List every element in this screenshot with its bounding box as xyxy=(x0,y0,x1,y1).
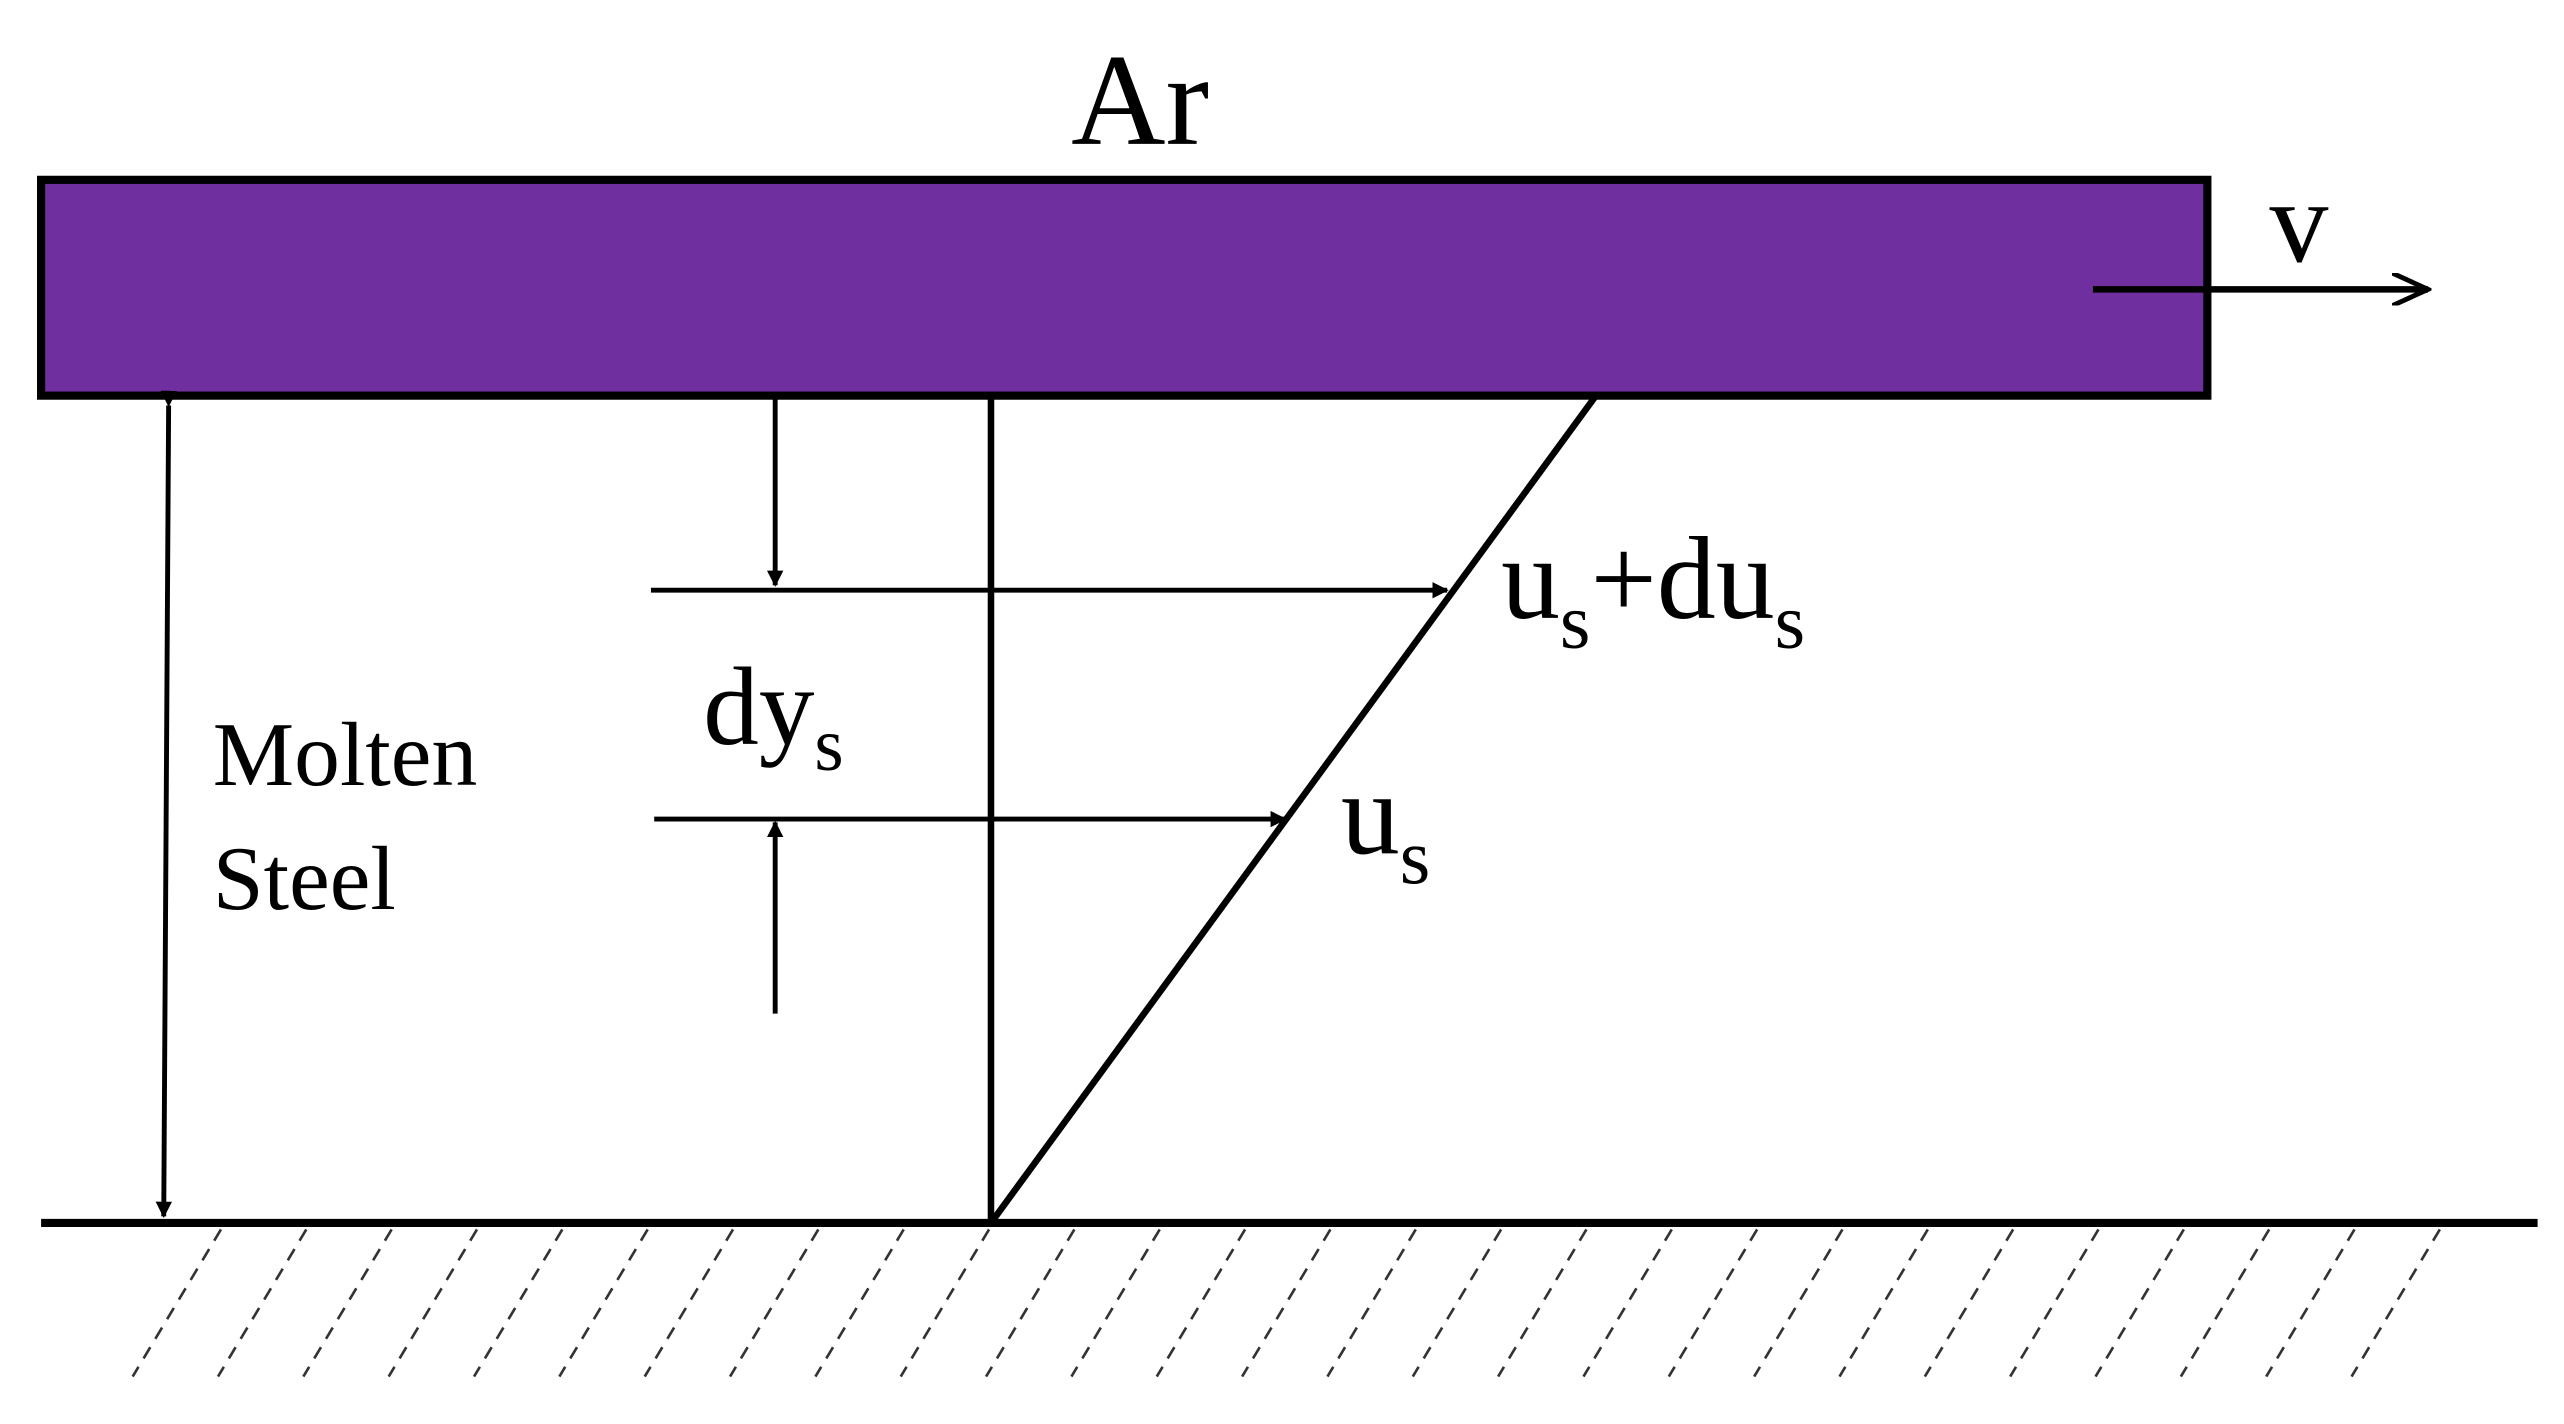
hatch-line xyxy=(1411,1228,1503,1378)
hatch-line xyxy=(2009,1228,2100,1378)
hatch-line xyxy=(302,1228,393,1378)
hatch-line xyxy=(814,1228,905,1378)
hatch-line xyxy=(899,1228,991,1378)
hatch-line xyxy=(2179,1228,2271,1378)
velocity-label: v xyxy=(2269,158,2328,288)
hatch-line xyxy=(1923,1228,2015,1378)
hatch-line xyxy=(1667,1228,1759,1378)
hatch-line xyxy=(643,1228,735,1378)
hatch-line xyxy=(1326,1228,1417,1378)
hatch-line xyxy=(1240,1228,1332,1378)
hatch-line xyxy=(216,1228,308,1378)
hatch-line xyxy=(1497,1228,1588,1378)
hatch-line xyxy=(387,1228,479,1378)
ground-hatching xyxy=(131,1228,2441,1378)
hatch-line xyxy=(2350,1228,2441,1378)
hatch-line xyxy=(131,1228,223,1378)
hatch-line xyxy=(1582,1228,1673,1378)
argon-bar xyxy=(37,175,2212,400)
us-label: us xyxy=(1341,749,1430,899)
us-plus-dus-label: us+dus xyxy=(1501,514,1805,664)
molten-steel-label: Molten Steel xyxy=(213,703,500,929)
velocity-profile-line xyxy=(988,393,1599,1225)
hatch-line xyxy=(558,1228,649,1378)
hatch-line xyxy=(1155,1228,1247,1378)
hatch-line xyxy=(728,1228,820,1378)
hatch-line xyxy=(2265,1228,2356,1378)
hatch-line xyxy=(1838,1228,1929,1378)
dy-label: dys xyxy=(703,646,843,787)
hatch-line xyxy=(2094,1228,2185,1378)
argon-label: Ar xyxy=(1071,28,1209,173)
hatch-line xyxy=(1753,1228,1844,1378)
hatch-line xyxy=(1070,1228,1161,1378)
height-arrow xyxy=(155,390,177,1219)
hatch-line xyxy=(472,1228,564,1378)
hatch-line xyxy=(984,1228,1076,1378)
